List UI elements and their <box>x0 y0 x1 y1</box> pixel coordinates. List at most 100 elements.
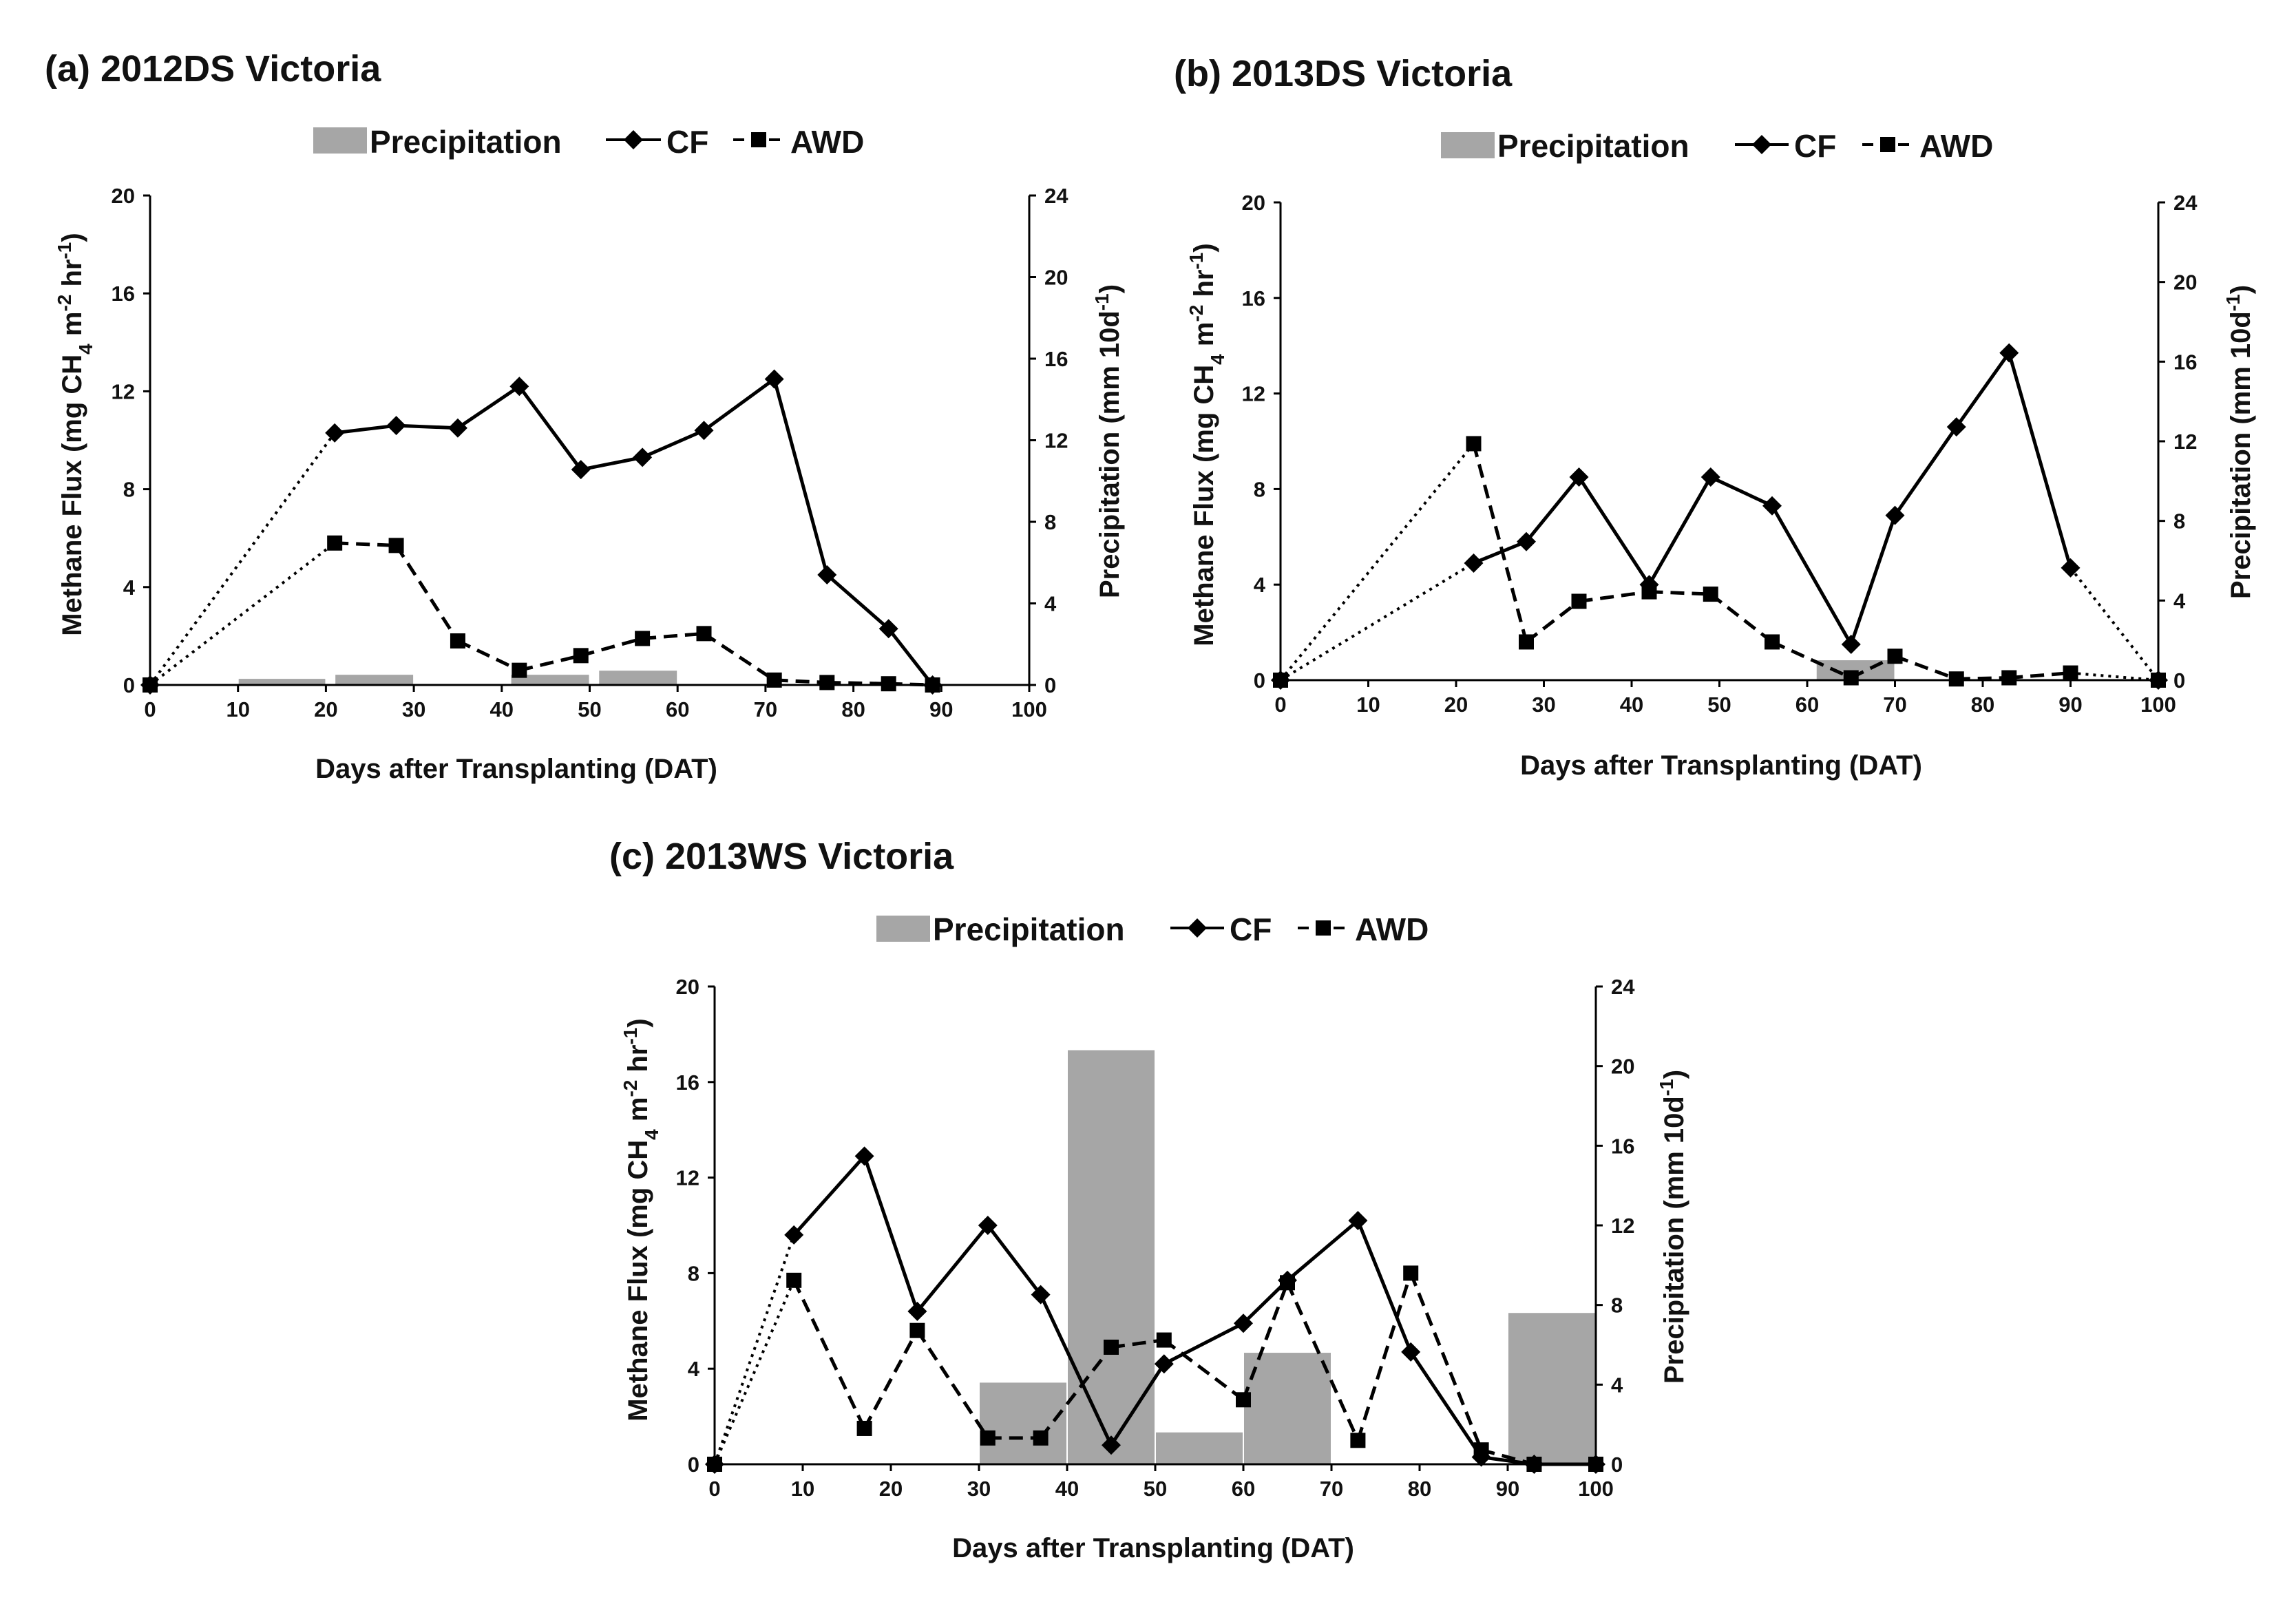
cf-point <box>784 1225 804 1245</box>
awd-point <box>1641 584 1657 600</box>
x-tick-label: 10 <box>791 1477 814 1501</box>
awd-line-segment <box>580 637 643 657</box>
cf-line-segment <box>1770 505 1853 646</box>
cf-point <box>633 447 653 467</box>
cf-point <box>1102 1435 1121 1455</box>
awd-point <box>2063 665 2078 681</box>
legend-precipitation-swatch <box>1441 132 1495 158</box>
y2-tick-label: 12 <box>2173 430 2197 454</box>
y-tick-label: 4 <box>688 1357 700 1381</box>
chart-panel-b: (b) 2013DS Victoria Precipitation CF AWD… <box>1174 53 2256 781</box>
x-tick-label: 100 <box>1011 697 1047 721</box>
legend-awd-marker <box>751 132 766 147</box>
x-tick-label: 70 <box>1320 1477 1343 1501</box>
y-tick-label: 4 <box>1254 573 1266 597</box>
cf-point <box>1885 505 1905 525</box>
x-tick-label: 20 <box>1444 693 1468 717</box>
x-tick-label: 40 <box>1620 693 1643 717</box>
cf-point <box>2061 558 2081 578</box>
x-tick-label: 90 <box>929 697 953 721</box>
cf-point <box>571 460 591 480</box>
awd-line-segment <box>1039 1346 1113 1439</box>
cf-point <box>1154 1354 1174 1374</box>
awd-line-segment <box>1285 1282 1360 1442</box>
awd-point <box>327 535 343 551</box>
awd-line-segment <box>827 680 889 686</box>
x-tick-label: 40 <box>1055 1477 1079 1501</box>
plot-area: 0 10 20 30 40 50 60 70 80 90 100048121620048121620… <box>112 184 1069 721</box>
y-tick-label: 16 <box>676 1070 699 1095</box>
y-tick-label: 0 <box>123 673 135 697</box>
chart-panel-a: (a) 2012DS Victoria Precipitation CF AWD… <box>45 48 1125 784</box>
y2-tick-label: 0 <box>2173 668 2185 693</box>
cf-line-segment <box>1039 1294 1113 1446</box>
awd-point <box>635 631 651 646</box>
y-tick-label: 12 <box>1242 382 1265 406</box>
cf-line-segment <box>1109 1362 1166 1446</box>
cf-line-segment <box>792 1154 866 1236</box>
awd-line-segment <box>1356 1272 1413 1442</box>
cf-line-segment <box>456 385 520 430</box>
y2-tick-label: 20 <box>2173 271 2197 295</box>
cf-line-segment <box>1955 352 2011 428</box>
awd-point <box>2001 670 2017 686</box>
precipitation-bar-2 <box>511 675 589 685</box>
cf-line-segment <box>396 423 459 430</box>
x-tick-label: 90 <box>1496 1477 1519 1501</box>
y-tick-label: 16 <box>1242 286 1265 310</box>
legend-cf-label: CF <box>1794 128 1836 164</box>
awd-line-segment <box>1163 1338 1245 1402</box>
awd-point <box>856 1420 872 1436</box>
x-tick-label: 80 <box>841 697 865 721</box>
chart-title: (c) 2013WS Victoria <box>609 836 954 877</box>
awd-point <box>980 1430 996 1446</box>
x-tick-label: 0 <box>1274 693 1286 717</box>
awd-point <box>1273 673 1288 688</box>
cf-point <box>694 421 714 441</box>
cf-line-segment <box>1525 476 1581 543</box>
legend-awd-marker <box>1880 137 1895 152</box>
y2-axis-title: Precipitation (mm 10d-1) <box>2222 285 2257 599</box>
awd-point <box>1571 593 1587 609</box>
awd-line-segment <box>713 1280 796 1465</box>
x-tick-label: 10 <box>1356 693 1380 717</box>
awd-point <box>1033 1430 1049 1446</box>
cf-point <box>764 369 784 389</box>
awd-line-segment <box>1409 1272 1483 1451</box>
awd-point <box>1948 671 1964 687</box>
legend-cf-label: CF <box>666 124 708 160</box>
cf-line-segment <box>863 1155 919 1312</box>
awd-point <box>1526 1457 1542 1472</box>
cf-point <box>509 377 529 397</box>
chart-panel-c: (c) 2013WS Victoria Precipitation CF AWD… <box>609 836 1689 1563</box>
awd-point <box>573 648 589 664</box>
awd-point <box>1104 1339 1119 1355</box>
y-tick-label: 8 <box>123 478 135 502</box>
awd-line-segment <box>1579 590 1650 603</box>
x-tick-label: 30 <box>1532 693 1555 717</box>
awd-point <box>881 676 896 692</box>
y-tick-label: 20 <box>1242 191 1265 215</box>
y-tick-label: 12 <box>112 379 135 403</box>
awd-line-segment <box>2070 671 2159 682</box>
cf-line-segment <box>1647 476 1712 586</box>
awd-point <box>1703 587 1718 602</box>
precipitation-bar-0 <box>980 1382 1066 1464</box>
x-tick-label: 60 <box>1795 693 1819 717</box>
precipitation-bar-0 <box>238 679 326 685</box>
cf-point <box>1999 343 2019 363</box>
awd-line-segment <box>335 541 397 547</box>
cf-line-segment <box>1163 1322 1245 1366</box>
awd-point <box>925 677 940 693</box>
awd-line-segment <box>456 639 520 672</box>
y-tick-label: 20 <box>676 975 699 999</box>
legend-cf-label: CF <box>1230 911 1272 947</box>
awd-line-segment <box>1110 1338 1165 1349</box>
awd-line-segment <box>394 545 460 642</box>
cf-point <box>386 416 406 436</box>
x-tick-label: 70 <box>754 697 777 721</box>
cf-point <box>1517 531 1536 551</box>
awd-point <box>1843 670 1859 686</box>
precipitation-bar-4 <box>1508 1313 1595 1464</box>
